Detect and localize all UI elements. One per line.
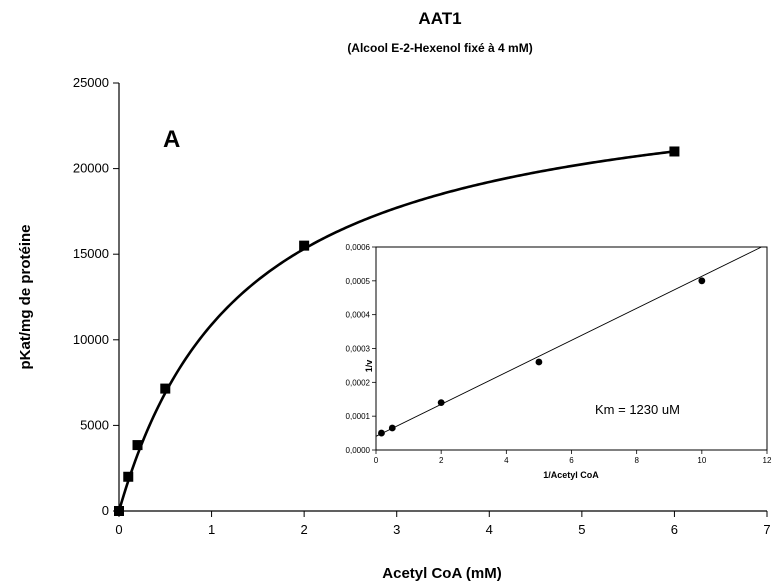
chart-title: AAT1 [418,9,461,28]
inset-data-point [437,399,445,407]
x-tick-label: 1 [208,522,215,537]
inset-data-point [535,358,543,366]
y-tick-label: 20000 [73,161,109,176]
x-tick-label: 0 [115,522,122,537]
x-axis-label: Acetyl CoA (mM) [382,565,501,582]
x-tick-label: 2 [301,522,308,537]
fit-curve [117,150,675,512]
panel-label: A [163,126,180,153]
inset-y-tick-label: 0,0004 [346,311,371,320]
y-axis-label: pKat/mg de protéine [17,224,34,369]
data-point-square [160,383,171,394]
x-tick-label: 7 [763,522,770,537]
x-tick-label: 5 [578,522,585,537]
y-tick-label: 10000 [73,332,109,347]
inset-y-tick-label: 0,0000 [346,446,371,455]
data-point-square [669,146,680,157]
inset-data-point [378,429,385,437]
inset-x-tick-label: 0 [374,456,379,465]
inset-y-tick-label: 0,0002 [346,378,371,387]
inset-x-tick-label: 2 [439,456,444,465]
chart-subtitle: (Alcool E-2-Hexenol fixé à 4 mM) [347,41,532,55]
y-tick-label: 25000 [73,75,109,90]
inset-y-tick-label: 0,0006 [346,243,371,252]
y-tick-label: 0 [102,503,109,518]
x-tick-label: 3 [393,522,400,537]
inset-x-axis-label: 1/Acetyl CoA [543,470,599,480]
data-point-square [132,440,143,451]
inset-x-tick-label: 6 [569,456,574,465]
inset-data-point [698,277,706,285]
inset-x-tick-label: 4 [504,456,509,465]
data-point-square [114,506,124,516]
inset-data-point [388,424,396,432]
x-tick-label: 4 [486,522,493,537]
inset-frame [375,246,768,451]
inset-x-tick-label: 12 [763,456,772,465]
inset-y-tick-label: 0,0001 [346,412,371,421]
inset-x-tick-label: 10 [697,456,706,465]
km-annotation: Km = 1230 uM [595,402,680,417]
data-point-square [123,471,134,482]
y-tick-label: 15000 [73,246,109,261]
y-tick-label: 5000 [80,417,109,432]
inset-y-tick-label: 0,0003 [346,345,371,354]
inset-y-axis-label: 1/v [364,360,374,373]
inset-x-tick-label: 8 [634,456,639,465]
inset-plot: 1/Acetyl CoA 1/v Km = 1230 uM 0 2 4 6 8 10 12 0… [346,243,772,480]
inset-y-tick-label: 0,0005 [346,277,371,286]
data-point-square [299,240,310,251]
x-tick-label: 6 [671,522,678,537]
